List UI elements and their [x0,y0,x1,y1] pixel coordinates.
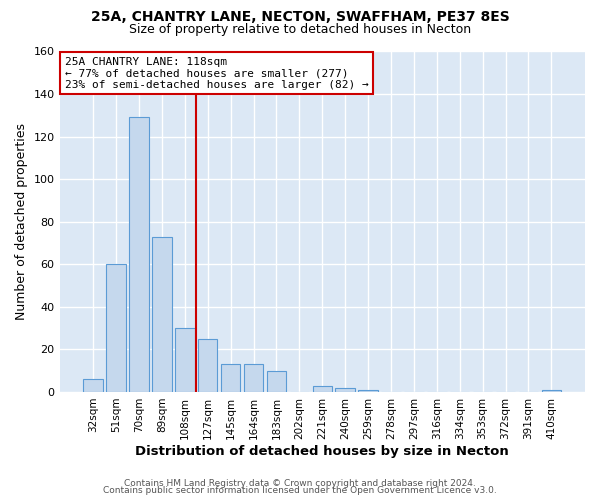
Text: Size of property relative to detached houses in Necton: Size of property relative to detached ho… [129,22,471,36]
Text: 25A, CHANTRY LANE, NECTON, SWAFFHAM, PE37 8ES: 25A, CHANTRY LANE, NECTON, SWAFFHAM, PE3… [91,10,509,24]
Bar [152,236,172,392]
Bar [129,118,149,392]
Bar [175,328,194,392]
X-axis label: Distribution of detached houses by size in Necton: Distribution of detached houses by size … [136,444,509,458]
Bar [313,386,332,392]
Bar [83,379,103,392]
Bar [106,264,126,392]
Bar [358,390,378,392]
Bar [267,370,286,392]
Bar [221,364,241,392]
Bar [198,339,217,392]
Bar [542,390,561,392]
Text: 25A CHANTRY LANE: 118sqm
← 77% of detached houses are smaller (277)
23% of semi-: 25A CHANTRY LANE: 118sqm ← 77% of detach… [65,56,368,90]
Bar [244,364,263,392]
Y-axis label: Number of detached properties: Number of detached properties [15,123,28,320]
Text: Contains HM Land Registry data © Crown copyright and database right 2024.: Contains HM Land Registry data © Crown c… [124,478,476,488]
Text: Contains public sector information licensed under the Open Government Licence v3: Contains public sector information licen… [103,486,497,495]
Bar [335,388,355,392]
